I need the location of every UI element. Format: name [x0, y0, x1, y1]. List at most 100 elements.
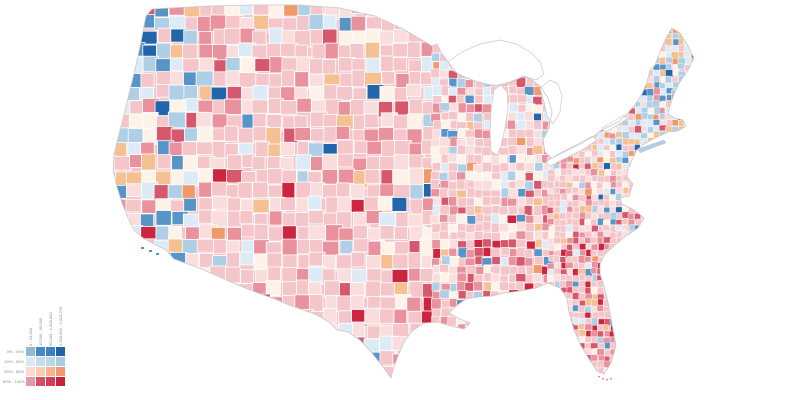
county-cell [223, 27, 243, 45]
county-cell [658, 311, 666, 320]
county-cell [590, 330, 599, 338]
county-cell [546, 188, 554, 195]
county-cell [559, 126, 568, 133]
county-cell [296, 338, 314, 354]
county-cell [665, 13, 673, 22]
county-cell [125, 253, 140, 269]
county-cell [640, 33, 647, 42]
county-cell [457, 340, 468, 350]
county-cell [213, 321, 229, 338]
county-cell [432, 376, 442, 378]
county-cell [585, 275, 592, 282]
county-cell [704, 151, 710, 157]
county-cell [533, 170, 544, 181]
county-cell [430, 357, 440, 367]
legend-column-label: 1,000,000 - 2,014,279 [58, 306, 63, 346]
county-cell [646, 256, 655, 264]
county-cell [616, 69, 623, 77]
county-cell [577, 286, 586, 294]
county-cell [500, 368, 511, 378]
county-cell [547, 5, 555, 9]
county-cell [226, 86, 242, 100]
county-cell [677, 231, 685, 240]
county-cell [704, 250, 712, 256]
county-cell [671, 355, 679, 364]
county-cell [591, 149, 599, 157]
county-cell [517, 365, 526, 376]
county-cell [590, 100, 597, 109]
county-cell [554, 386, 560, 392]
county-cell [709, 312, 715, 318]
county-cell [664, 26, 672, 34]
county-cell [491, 178, 502, 190]
county-cell [603, 261, 612, 268]
county-cell [610, 39, 619, 48]
county-cell [640, 348, 649, 357]
county-cell [678, 188, 687, 196]
county-cell [113, 181, 115, 199]
county-cell [672, 379, 679, 385]
county-cell [474, 95, 484, 104]
county-cell [585, 14, 593, 21]
county-cell [517, 291, 527, 302]
county-cell [199, 297, 216, 313]
county-cell [541, 306, 551, 316]
county-cell [113, 364, 116, 378]
county-cell [621, 224, 628, 231]
county-cell [439, 264, 450, 273]
county-cell [677, 373, 684, 378]
county-cell [457, 28, 468, 38]
county-cell [241, 337, 257, 356]
county-cell [646, 58, 654, 66]
county-cell [101, 382, 114, 396]
county-cell [293, 366, 309, 378]
county-cell [602, 95, 611, 103]
county-cell [181, 364, 197, 378]
county-cell [628, 330, 636, 337]
county-cell [689, 356, 694, 365]
county-cell [365, 280, 382, 299]
county-cell [653, 287, 662, 296]
county-cell [609, 306, 618, 314]
county-cell [490, 350, 500, 360]
county-cell [671, 236, 679, 243]
county-cell [609, 188, 617, 195]
county-cell [696, 263, 704, 269]
county-cell [652, 373, 660, 378]
county-cell [240, 269, 254, 284]
county-cell [684, 230, 693, 238]
county-cell [140, 141, 155, 156]
county-cell [672, 279, 680, 288]
county-cell [652, 175, 660, 184]
county-cell [439, 239, 451, 250]
county-cell [702, 225, 708, 232]
county-cell [703, 318, 709, 325]
county-cell [683, 248, 692, 256]
county-cell [492, 316, 502, 328]
county-cell [622, 145, 629, 152]
county-cell [671, 367, 679, 375]
county-cell [670, 169, 679, 177]
county-cell [621, 287, 630, 296]
county-cell [407, 41, 421, 59]
county-cell [294, 127, 311, 141]
county-cell [671, 323, 679, 332]
county-cell [709, 337, 716, 344]
county-cell [603, 162, 611, 171]
county-cell [169, 267, 185, 285]
county-cell [709, 139, 716, 147]
county-cell [684, 286, 692, 293]
county-cell [641, 293, 649, 301]
county-cell [683, 50, 691, 58]
county-cell [610, 8, 619, 17]
county-cell [690, 366, 694, 375]
county-cell [155, 84, 170, 98]
county-cell [553, 367, 561, 375]
county-cell [703, 57, 710, 64]
county-cell [430, 342, 442, 353]
county-cell [710, 52, 717, 58]
county-cell [689, 106, 694, 115]
county-cell [603, 44, 611, 52]
county-cell [647, 193, 656, 202]
county-cell [350, 364, 366, 378]
